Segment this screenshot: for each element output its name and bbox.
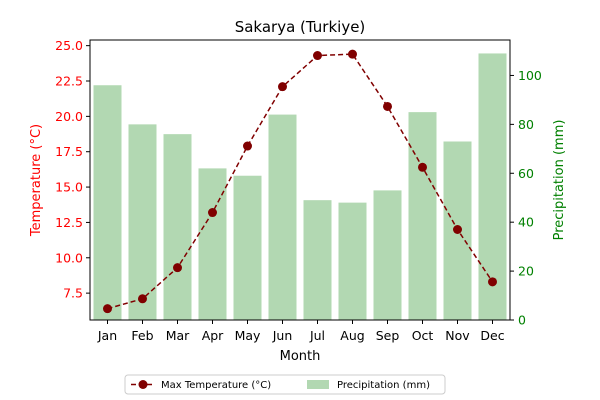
x-tick-label: Jul (309, 328, 325, 343)
temperature-series-line (107, 53, 494, 310)
right-axis-label: Precipitation (mm) (552, 120, 567, 241)
temperature-point (208, 208, 217, 218)
right-tick-label: 100 (518, 68, 542, 83)
temperature-point (383, 101, 392, 111)
x-axis-ticks: Jan Feb Mar Apr May Jun Jul Aug Sep Oct Nov Dec (97, 320, 505, 343)
plot-frame (89, 39, 511, 321)
precipitation-bar (303, 200, 332, 320)
x-tick-label: Nov (445, 328, 470, 343)
x-tick-label: May (235, 328, 261, 343)
left-tick-label: 22.5 (55, 74, 83, 89)
precipitation-bar (268, 114, 297, 321)
precipitation-bar (198, 168, 227, 320)
legend-bar-swatch (307, 380, 329, 389)
left-tick-label: 10.0 (55, 250, 83, 265)
chart-title: Sakarya (Turkiye) (235, 18, 366, 36)
left-tick-label: 17.5 (55, 144, 83, 159)
precipitation-bar (338, 202, 367, 320)
precipitation-bar (93, 85, 122, 320)
temperature-point (453, 224, 462, 234)
right-tick-label: 40 (518, 215, 534, 230)
temperature-line (103, 49, 497, 314)
precipitation-bar (478, 53, 507, 321)
x-tick-label: Dec (480, 328, 504, 343)
x-tick-label: Feb (131, 328, 153, 343)
left-tick-label: 12.5 (55, 215, 83, 230)
temperature-point (348, 49, 357, 59)
legend-temperature-label: Max Temperature (°C) (161, 380, 271, 391)
x-tick-label: Sep (376, 328, 400, 343)
legend: Max Temperature (°C) Precipitation (mm) (124, 374, 446, 395)
temperature-point (488, 277, 497, 287)
temperature-point (418, 162, 427, 172)
x-tick-label: Oct (412, 328, 434, 343)
precipitation-bar (128, 124, 157, 320)
right-tick-label: 20 (518, 264, 534, 279)
right-tick-label: 80 (518, 117, 534, 132)
right-tick-label: 0 (518, 313, 526, 328)
precipitation-bar (408, 112, 437, 320)
left-tick-label: 15.0 (55, 180, 83, 195)
precipitation-bar (233, 175, 262, 320)
temperature-point (138, 294, 147, 304)
temperature-point (278, 82, 287, 92)
x-tick-label: Jun (272, 328, 293, 343)
precipitation-bars (93, 53, 507, 321)
left-axis-ticks: 7.5 10.0 12.5 15.0 17.5 20.0 22.5 25.0 (55, 38, 90, 301)
x-tick-label: Aug (340, 328, 364, 343)
legend-line-marker (138, 380, 148, 389)
temperature-point (103, 304, 112, 314)
x-tick-label: Mar (166, 328, 190, 343)
temperature-point (243, 141, 252, 151)
left-tick-label: 20.0 (55, 109, 83, 124)
temperature-point (313, 51, 322, 61)
x-axis-label: Month (280, 349, 321, 364)
x-tick-label: Apr (202, 328, 224, 343)
right-axis-ticks: 0 20 40 60 80 100 (510, 68, 542, 328)
right-tick-label: 60 (518, 166, 534, 181)
x-tick-label: Jan (97, 328, 117, 343)
left-tick-label: 25.0 (55, 38, 83, 53)
legend-precipitation-label: Precipitation (mm) (337, 380, 430, 391)
temperature-point (173, 263, 182, 273)
precipitation-bar (163, 134, 192, 320)
left-axis-label: Temperature (°C) (29, 124, 44, 237)
legend-frame (124, 374, 446, 395)
left-tick-label: 7.5 (63, 286, 83, 301)
precipitation-bar (373, 190, 402, 320)
